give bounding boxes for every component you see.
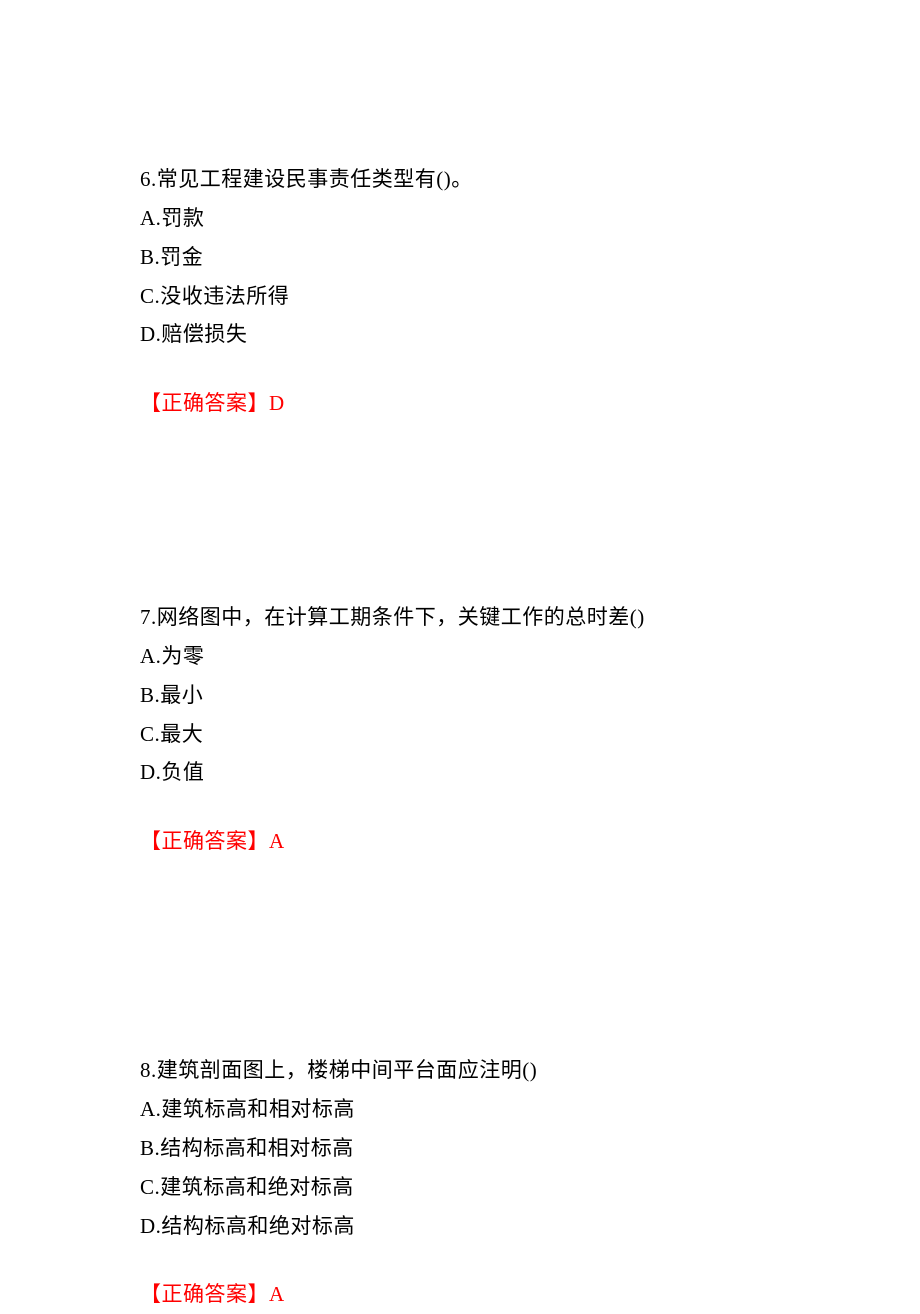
question-8-option-d: D.结构标高和绝对标高 [140, 1207, 780, 1246]
answer-value: A [269, 829, 285, 853]
answer-label: 【正确答案】 [140, 829, 269, 853]
answer-label: 【正确答案】 [140, 391, 269, 415]
question-8-text: 8.建筑剖面图上，楼梯中间平台面应注明() [140, 1051, 780, 1090]
question-6-option-d: D.赔偿损失 [140, 315, 780, 354]
question-8-answer: 【正确答案】A [140, 1275, 780, 1314]
answer-value: D [269, 391, 285, 415]
question-6-option-a: A.罚款 [140, 199, 780, 238]
question-7-option-b: B.最小 [140, 676, 780, 715]
question-7-option-c: C.最大 [140, 715, 780, 754]
question-6: 6.常见工程建设民事责任类型有()。 A.罚款 B.罚金 C.没收违法所得 D.… [140, 160, 780, 423]
question-7-answer: 【正确答案】A [140, 822, 780, 861]
spacer [140, 1245, 780, 1275]
question-8-option-a: A.建筑标高和相对标高 [140, 1090, 780, 1129]
question-8-option-c: C.建筑标高和绝对标高 [140, 1168, 780, 1207]
spacer [140, 354, 780, 384]
question-8: 8.建筑剖面图上，楼梯中间平台面应注明() A.建筑标高和相对标高 B.结构标高… [140, 1051, 780, 1314]
question-7-option-a: A.为零 [140, 637, 780, 676]
question-6-option-b: B.罚金 [140, 238, 780, 277]
question-7: 7.网络图中，在计算工期条件下，关键工作的总时差() A.为零 B.最小 C.最… [140, 598, 780, 861]
answer-value: A [269, 1282, 285, 1306]
answer-label: 【正确答案】 [140, 1282, 269, 1306]
question-6-text: 6.常见工程建设民事责任类型有()。 [140, 160, 780, 199]
spacer [140, 792, 780, 822]
question-7-option-d: D.负值 [140, 753, 780, 792]
question-8-option-b: B.结构标高和相对标高 [140, 1129, 780, 1168]
spacer [140, 463, 780, 598]
question-6-option-c: C.没收违法所得 [140, 277, 780, 316]
question-7-text: 7.网络图中，在计算工期条件下，关键工作的总时差() [140, 598, 780, 637]
spacer [140, 901, 780, 1051]
question-6-answer: 【正确答案】D [140, 384, 780, 423]
